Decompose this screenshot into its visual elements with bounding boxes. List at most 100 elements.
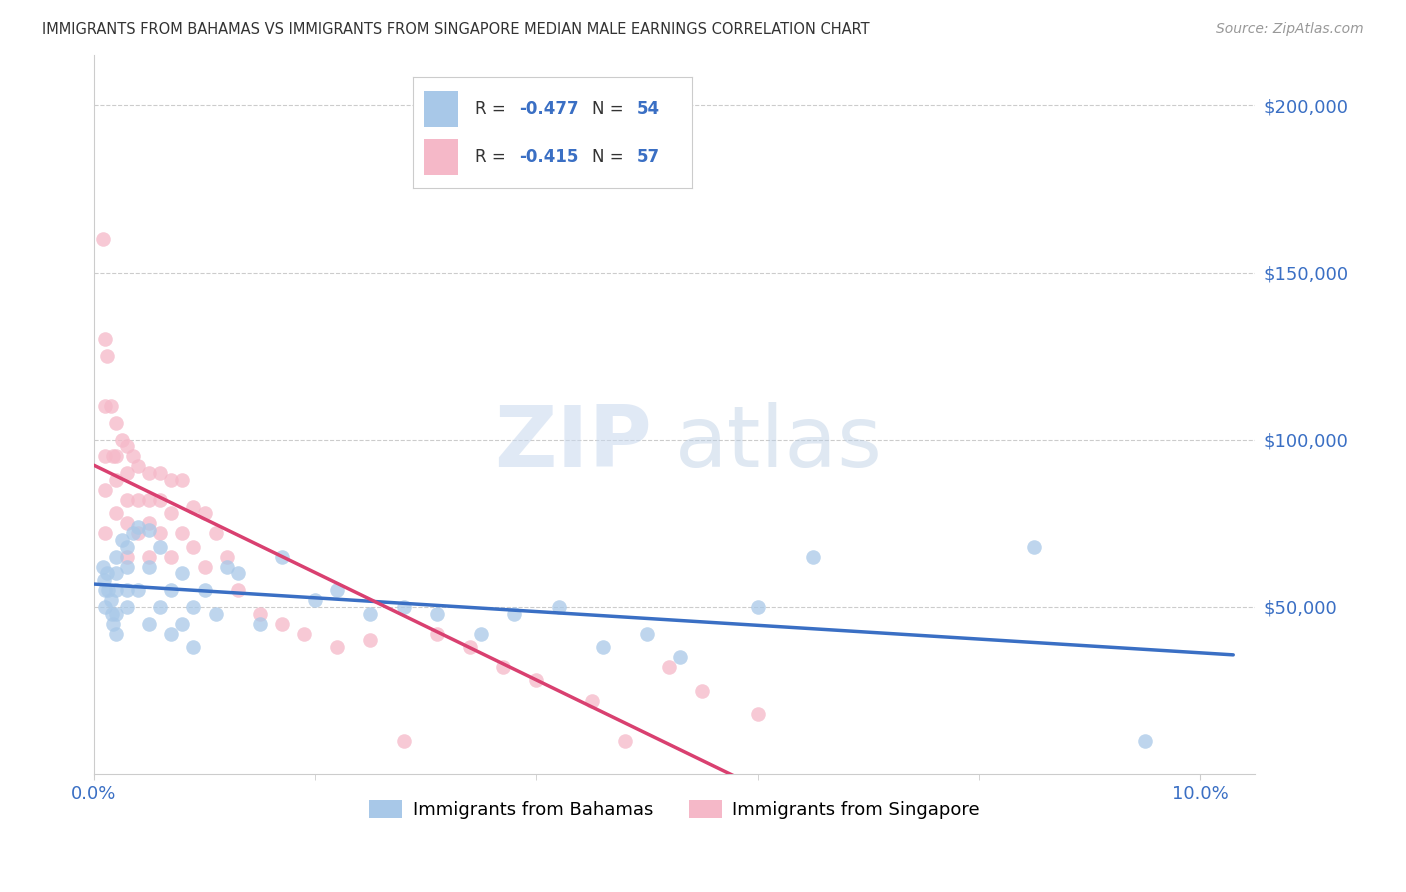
Legend: Immigrants from Bahamas, Immigrants from Singapore: Immigrants from Bahamas, Immigrants from…: [361, 792, 987, 826]
Point: [138, 516, 160, 531]
Point: [458, 640, 481, 654]
Point: [105, 549, 128, 564]
Point: [127, 492, 149, 507]
Point: [105, 416, 128, 430]
Point: [292, 626, 315, 640]
Point: [96, 349, 118, 363]
Point: [392, 599, 415, 614]
Point: [115, 466, 138, 480]
Point: [105, 566, 128, 581]
Point: [115, 599, 138, 614]
Point: [110, 533, 132, 547]
Point: [636, 626, 658, 640]
Point: [96, 566, 118, 581]
Point: [115, 559, 138, 574]
Point: [747, 706, 769, 721]
Point: [613, 733, 636, 747]
Point: [359, 633, 381, 648]
Point: [127, 583, 149, 598]
Point: [127, 526, 149, 541]
Point: [326, 640, 349, 654]
Point: [426, 607, 449, 621]
Point: [138, 466, 160, 480]
Point: [172, 526, 194, 541]
Point: [115, 583, 138, 598]
Point: [215, 559, 238, 574]
Point: [193, 583, 215, 598]
Point: [100, 593, 122, 607]
Point: [547, 599, 569, 614]
Point: [204, 526, 226, 541]
Point: [105, 583, 128, 598]
Point: [249, 607, 271, 621]
Point: [1133, 733, 1156, 747]
Point: [97, 583, 120, 598]
Point: [503, 607, 526, 621]
Point: [172, 616, 194, 631]
Point: [271, 549, 294, 564]
Point: [101, 450, 124, 464]
Text: IMMIGRANTS FROM BAHAMAS VS IMMIGRANTS FROM SINGAPORE MEDIAN MALE EARNINGS CORREL: IMMIGRANTS FROM BAHAMAS VS IMMIGRANTS FR…: [42, 22, 870, 37]
Point: [121, 450, 143, 464]
Point: [172, 566, 194, 581]
Text: ZIP: ZIP: [494, 402, 651, 485]
Point: [101, 616, 124, 631]
Point: [105, 506, 128, 520]
Point: [160, 473, 183, 487]
Point: [115, 516, 138, 531]
Point: [226, 583, 249, 598]
Point: [183, 599, 205, 614]
Point: [115, 439, 138, 453]
Text: Source: ZipAtlas.com: Source: ZipAtlas.com: [1216, 22, 1364, 37]
Point: [94, 450, 117, 464]
Point: [183, 640, 205, 654]
Point: [1024, 540, 1046, 554]
Point: [91, 559, 114, 574]
Point: [105, 626, 128, 640]
Point: [226, 566, 249, 581]
Point: [94, 583, 117, 598]
Point: [160, 506, 183, 520]
Point: [149, 466, 172, 480]
Point: [115, 540, 138, 554]
Point: [94, 483, 117, 497]
Point: [149, 540, 172, 554]
Point: [100, 399, 122, 413]
Point: [93, 573, 115, 587]
Point: [592, 640, 614, 654]
Point: [172, 473, 194, 487]
Point: [94, 526, 117, 541]
Point: [183, 500, 205, 514]
Point: [94, 332, 117, 346]
Point: [138, 616, 160, 631]
Point: [658, 660, 681, 674]
Point: [249, 616, 271, 631]
Point: [100, 607, 122, 621]
Point: [115, 549, 138, 564]
Point: [149, 492, 172, 507]
Point: [747, 599, 769, 614]
Point: [160, 583, 183, 598]
Point: [138, 559, 160, 574]
Point: [115, 492, 138, 507]
Point: [105, 607, 128, 621]
Point: [105, 450, 128, 464]
Point: [215, 549, 238, 564]
Point: [581, 693, 603, 707]
Point: [91, 232, 114, 246]
Point: [304, 593, 326, 607]
Point: [183, 540, 205, 554]
Point: [127, 459, 149, 474]
Point: [326, 583, 349, 598]
Point: [94, 599, 117, 614]
Point: [149, 599, 172, 614]
Text: atlas: atlas: [675, 402, 883, 485]
Point: [138, 549, 160, 564]
Point: [160, 626, 183, 640]
Point: [121, 526, 143, 541]
Point: [160, 549, 183, 564]
Point: [94, 399, 117, 413]
Point: [492, 660, 515, 674]
Point: [149, 526, 172, 541]
Point: [426, 626, 449, 640]
